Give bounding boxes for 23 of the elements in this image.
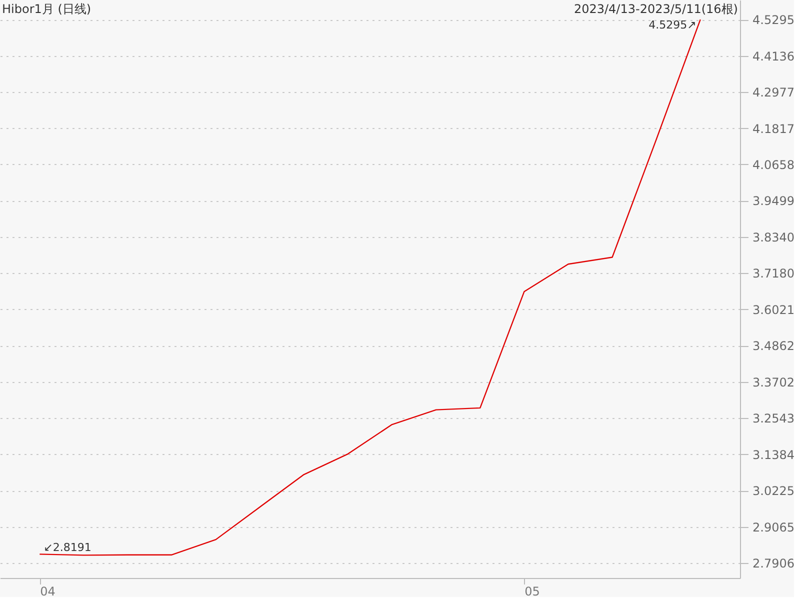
y-tick-label: 2.9065 [752, 520, 794, 534]
y-tick-label: 2.7906 [752, 556, 794, 571]
annotation: 2023/4/13-2023/5/11(16根) [574, 2, 738, 16]
y-tick-label: 3.9499 [752, 194, 794, 208]
y-tick-label: 3.4862 [752, 339, 794, 354]
chart-title: Hibor1月 (日线) [2, 2, 92, 16]
y-tick-label: 3.2543 [752, 412, 794, 426]
x-tick-label: 04 [40, 584, 56, 598]
y-tick-label: 3.1384 [752, 448, 794, 462]
y-tick-label: 3.3702 [752, 375, 794, 390]
y-tick-label: 3.0225 [752, 484, 794, 498]
line-series [39, 18, 701, 556]
y-tick-label: 4.4136 [752, 49, 794, 64]
y-tick-label: 4.5295 [752, 13, 794, 28]
y-tick-label: 4.2977 [752, 86, 794, 100]
y-tick-label: 3.6021 [752, 302, 794, 317]
x-tick-label: 05 [524, 584, 540, 598]
y-tick-label: 4.0658 [752, 158, 794, 172]
data-label: 4.5295↗ [648, 18, 696, 32]
y-tick-label: 3.7180 [752, 266, 794, 281]
y-tick-label: 3.8340 [752, 230, 794, 244]
y-tick-label: 4.1817 [752, 122, 794, 136]
data-label: ↙2.8191 [44, 541, 92, 554]
